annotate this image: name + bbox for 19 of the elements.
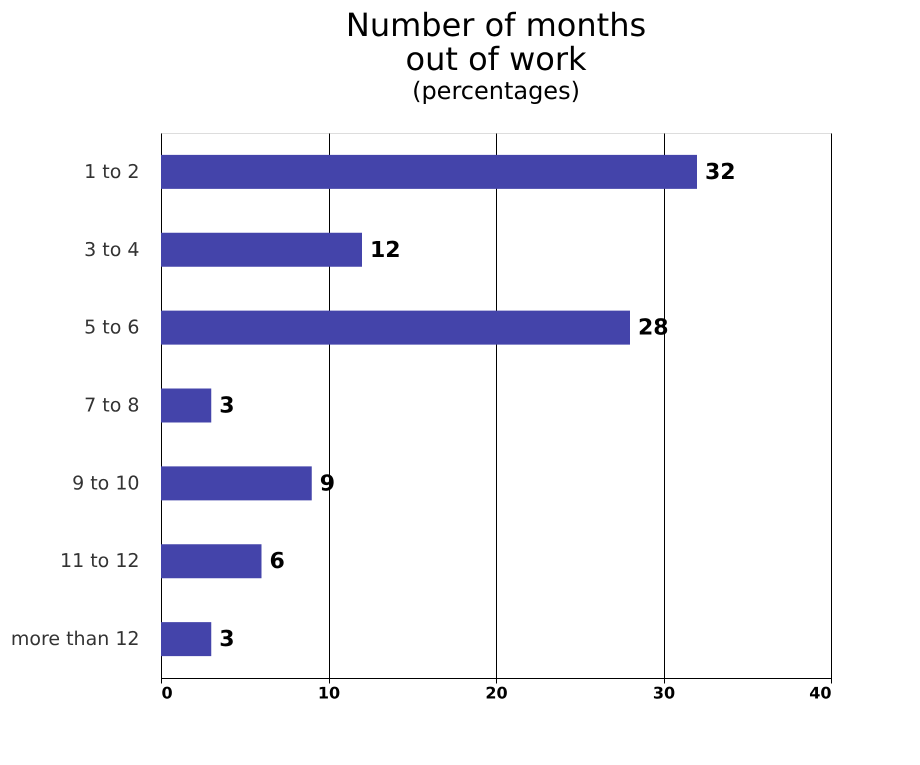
y-tick-label: 1 to 2 [84, 160, 140, 183]
data-label: 12 [370, 238, 401, 263]
x-tick-label: 0 [162, 684, 173, 702]
data-label: 32 [705, 160, 736, 185]
x-tick-label: 20 [485, 684, 508, 702]
data-label: 6 [270, 549, 285, 574]
y-tick-label: 7 to 8 [84, 394, 140, 416]
chart-subtitle: (percentages) [412, 77, 580, 105]
y-tick-label: more than 12 [10, 628, 140, 650]
x-tick-label: 40 [809, 684, 832, 702]
data-label: 3 [219, 394, 235, 418]
y-tick-label: 5 to 6 [84, 316, 140, 339]
data-label: 3 [219, 627, 235, 652]
chart-title: Number of months out of work [346, 6, 646, 78]
y-tick-label: 3 to 4 [84, 238, 140, 261]
y-tick-label: 11 to 12 [60, 550, 140, 572]
y-tick-label: 9 to 10 [72, 472, 140, 494]
x-tick-label: 10 [318, 684, 340, 702]
x-tick-label: 30 [652, 684, 676, 702]
